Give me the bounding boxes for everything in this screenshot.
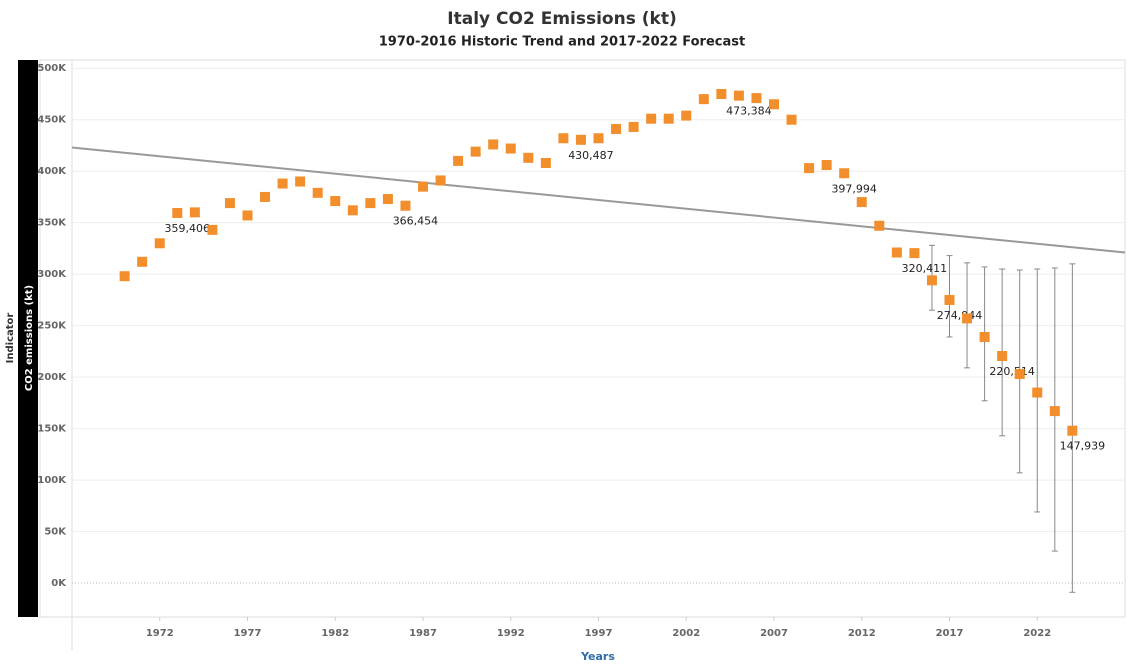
point	[593, 133, 604, 144]
y-tick-label: 450K	[37, 115, 67, 126]
y-tick-label: 150K	[37, 424, 67, 435]
point	[137, 256, 148, 267]
point	[207, 224, 218, 235]
point	[716, 88, 727, 99]
point	[856, 197, 867, 208]
y-tick-label: 200K	[37, 372, 67, 383]
point	[926, 275, 937, 286]
point	[540, 157, 551, 168]
point	[874, 220, 885, 231]
point	[804, 163, 815, 174]
point	[365, 198, 376, 209]
point	[751, 93, 762, 104]
y-tick-label: 500K	[37, 63, 67, 74]
point	[611, 123, 622, 134]
data-label: 359,406	[165, 222, 211, 235]
y-tick-label: 100K	[37, 475, 67, 486]
y-tick-label: 250K	[37, 321, 67, 332]
point	[646, 113, 657, 124]
point	[1032, 387, 1043, 398]
point	[242, 210, 253, 221]
point	[839, 168, 850, 179]
point	[698, 94, 709, 105]
x-tick-label: 2002	[672, 628, 700, 639]
point	[769, 99, 779, 110]
x-tick-label: 1972	[146, 628, 174, 639]
point	[997, 350, 1008, 361]
point	[312, 187, 323, 198]
data-label: 430,487	[568, 149, 614, 162]
y-tick-label: 300K	[37, 269, 67, 280]
point	[295, 176, 306, 187]
point	[891, 247, 902, 258]
point	[663, 113, 674, 124]
x-tick-label: 1977	[234, 628, 262, 639]
data-label: 320,411	[902, 262, 948, 275]
data-label: 220,514	[989, 365, 1035, 378]
x-tick-label: 2017	[936, 628, 964, 639]
point	[962, 313, 973, 324]
point	[558, 133, 569, 144]
point	[453, 155, 464, 166]
point	[189, 207, 200, 218]
data-label: 397,994	[831, 182, 877, 195]
x-tick-label: 1987	[409, 628, 437, 639]
trend-line	[71, 146, 1126, 254]
point	[821, 160, 832, 171]
y-tick-label: 350K	[37, 218, 67, 229]
point	[382, 193, 393, 204]
x-tick-label: 2012	[848, 628, 876, 639]
point	[1049, 406, 1060, 417]
chart-subtitle: 1970-2016 Historic Trend and 2017-2022 F…	[379, 35, 745, 50]
point	[681, 110, 692, 121]
point	[154, 238, 165, 249]
point	[786, 114, 797, 125]
point	[277, 178, 288, 189]
point	[628, 121, 639, 132]
data-label: 274,944	[937, 309, 983, 322]
x-tick-label: 1992	[497, 628, 525, 639]
chart-title: Italy CO2 Emissions (kt)	[447, 9, 676, 29]
point	[172, 207, 183, 218]
point	[418, 181, 428, 192]
point	[224, 198, 235, 209]
y-header-bar	[18, 60, 38, 617]
point	[435, 175, 446, 186]
point	[347, 205, 358, 216]
point	[1014, 369, 1025, 380]
y-tick-label: 400K	[37, 166, 67, 177]
point	[470, 146, 481, 157]
x-tick-label: 2007	[760, 628, 788, 639]
data-label: 147,939	[1060, 440, 1106, 453]
y-header: Indicator	[5, 313, 16, 364]
point	[1067, 425, 1078, 436]
point	[505, 143, 516, 154]
point	[330, 196, 341, 207]
point	[944, 294, 955, 305]
point	[733, 90, 744, 101]
point	[979, 331, 990, 342]
data-label: 366,454	[393, 215, 439, 228]
point	[523, 152, 534, 163]
y-tick-label: 50K	[44, 527, 67, 538]
x-tick-label: 1997	[585, 628, 613, 639]
point	[575, 134, 586, 145]
point	[400, 200, 411, 211]
point	[909, 248, 920, 259]
y-tick-label: 0K	[51, 578, 67, 589]
x-tick-label: 1982	[321, 628, 349, 639]
point	[260, 191, 271, 202]
point	[119, 271, 130, 282]
x-tick-label: 2022	[1023, 628, 1051, 639]
y-axis-title: CO2 emissions (kt)	[24, 285, 35, 391]
x-axis-title: Years	[580, 650, 615, 663]
point	[488, 139, 499, 150]
data-label: 473,384	[726, 105, 772, 118]
